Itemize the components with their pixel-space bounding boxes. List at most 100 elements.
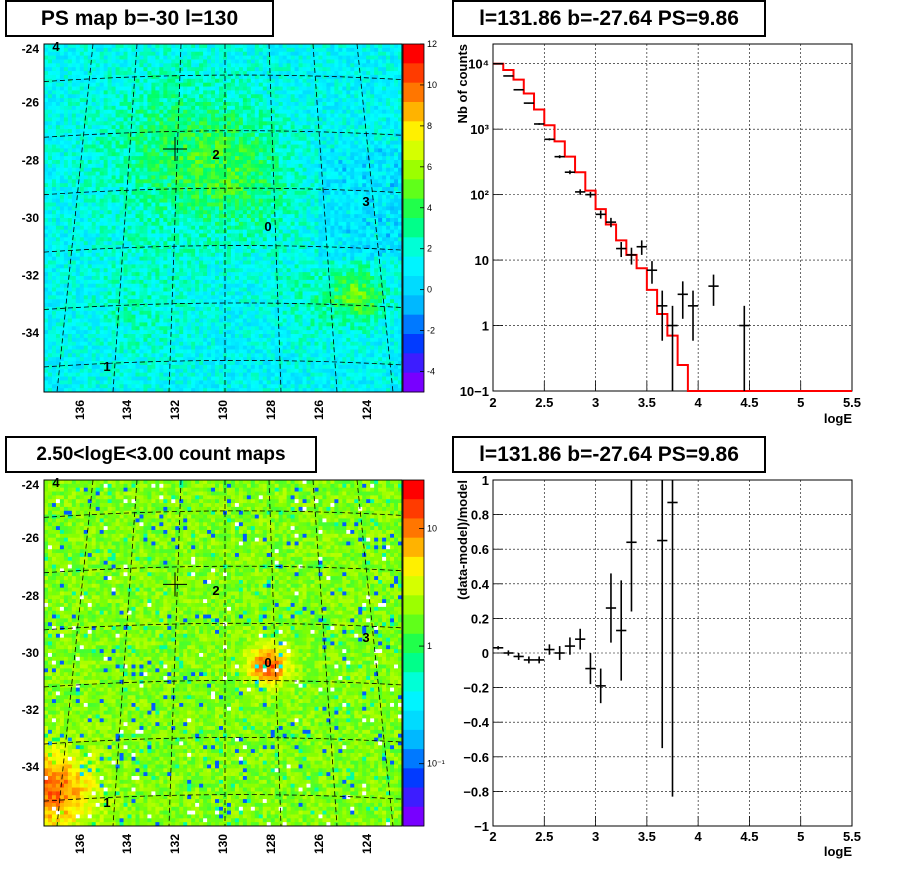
- heatmap-cell: [99, 74, 105, 80]
- heatmap-cell: [135, 171, 140, 176]
- heatmap-cell: [258, 179, 264, 184]
- heatmap-cell: [71, 214, 77, 219]
- heatmap-cell: [258, 140, 264, 145]
- heatmap-cell: [175, 183, 180, 188]
- heatmap-cell: [163, 361, 168, 366]
- heatmap-cell: [119, 295, 124, 300]
- heatmap-cell: [44, 144, 49, 149]
- heatmap-cell: [143, 237, 148, 242]
- heatmap-cell: [67, 357, 73, 362]
- heatmap-cell: [103, 241, 109, 246]
- heatmap-cell: [79, 102, 85, 107]
- heatmap-cell: [44, 276, 49, 281]
- heatmap-cell: [238, 202, 244, 207]
- heatmap-cell: [215, 314, 220, 319]
- heatmap-cell: [147, 82, 152, 87]
- heatmap-cell: [226, 129, 232, 134]
- heatmap-cell: [167, 144, 172, 149]
- heatmap-cell: [151, 156, 156, 161]
- heatmap-cell: [103, 148, 109, 153]
- heatmap-cell: [199, 102, 204, 107]
- heatmap-cell: [258, 136, 264, 142]
- heatmap-cell: [83, 380, 89, 385]
- heatmap-cell: [87, 156, 93, 161]
- heatmap-cell: [242, 171, 248, 176]
- heatmap-cell: [183, 125, 188, 130]
- heatmap-cell: [191, 349, 196, 354]
- heatmap-cell: [199, 256, 204, 261]
- heatmap-cell: [191, 144, 196, 149]
- heatmap-cell: [44, 334, 49, 339]
- heatmap-cell: [87, 47, 93, 53]
- heatmap-cell: [195, 303, 200, 308]
- heatmap-cell: [215, 229, 220, 234]
- heatmap-cell: [103, 187, 109, 192]
- heatmap-cell: [155, 132, 160, 138]
- heatmap-cell: [111, 303, 116, 308]
- heatmap-cell: [254, 337, 260, 343]
- heatmap-cell: [55, 78, 61, 84]
- heatmap-cell: [230, 98, 236, 103]
- heatmap-cell: [111, 218, 116, 223]
- heatmap-cell: [199, 167, 204, 172]
- heatmap-cell: [163, 55, 168, 60]
- heatmap-cell: [226, 241, 232, 246]
- heatmap-cell: [163, 326, 168, 331]
- heatmap-cell: [199, 90, 204, 95]
- heatmap-cell: [151, 47, 156, 53]
- heatmap-cell: [175, 283, 180, 288]
- heatmap-cell: [91, 276, 97, 281]
- heatmap-cell: [123, 349, 128, 354]
- heatmap-cell: [44, 105, 49, 111]
- heatmap-cell: [226, 326, 232, 331]
- heatmap-cell: [115, 136, 120, 142]
- heatmap-cell: [79, 345, 85, 350]
- heatmap-cell: [59, 295, 65, 300]
- heatmap-cell: [147, 287, 152, 292]
- heatmap-cell: [238, 94, 244, 99]
- heatmap-cell: [230, 206, 236, 211]
- heatmap-cell: [187, 156, 192, 161]
- heatmap-cell: [175, 287, 180, 292]
- heatmap-cell: [262, 113, 268, 118]
- heatmap-cell: [79, 160, 85, 165]
- heatmap-cell: [139, 175, 144, 180]
- heatmap-cell: [51, 167, 57, 172]
- heatmap-cell: [230, 44, 236, 49]
- heatmap-cell: [87, 218, 93, 223]
- heatmap-cell: [159, 171, 164, 176]
- heatmap-cell: [167, 190, 172, 196]
- heatmap-cell: [111, 330, 116, 335]
- heatmap-cell: [143, 132, 148, 138]
- heatmap-cell: [234, 102, 240, 107]
- heatmap-cell: [219, 175, 224, 180]
- heatmap-cell: [242, 310, 248, 316]
- heatmap-cell: [51, 67, 57, 72]
- heatmap-cell: [131, 326, 136, 331]
- heatmap-cell: [207, 341, 212, 346]
- heatmap-cell: [71, 330, 77, 335]
- heatmap-cell: [155, 90, 160, 95]
- heatmap-cell: [159, 221, 164, 227]
- heatmap-cell: [44, 287, 49, 292]
- heatmap-cell: [254, 264, 260, 269]
- heatmap-cell: [107, 241, 113, 246]
- heatmap-cell: [167, 310, 172, 316]
- heatmap-cell: [139, 47, 144, 53]
- heatmap-cell: [242, 214, 248, 219]
- heatmap-cell: [262, 160, 268, 165]
- heatmap-cell: [250, 388, 256, 393]
- heatmap-cell: [203, 345, 208, 350]
- heatmap-cell: [203, 256, 208, 261]
- heatmap-cell: [195, 90, 200, 95]
- heatmap-cell: [250, 314, 256, 319]
- heatmap-cell: [179, 318, 184, 323]
- heatmap-cell: [246, 245, 252, 250]
- heatmap-cell: [127, 248, 132, 254]
- heatmap-cell: [59, 380, 65, 385]
- heatmap-cell: [199, 306, 204, 312]
- heatmap-cell: [47, 98, 53, 103]
- heatmap-cell: [159, 202, 164, 207]
- heatmap-cell: [103, 113, 109, 118]
- heatmap-cell: [79, 113, 85, 118]
